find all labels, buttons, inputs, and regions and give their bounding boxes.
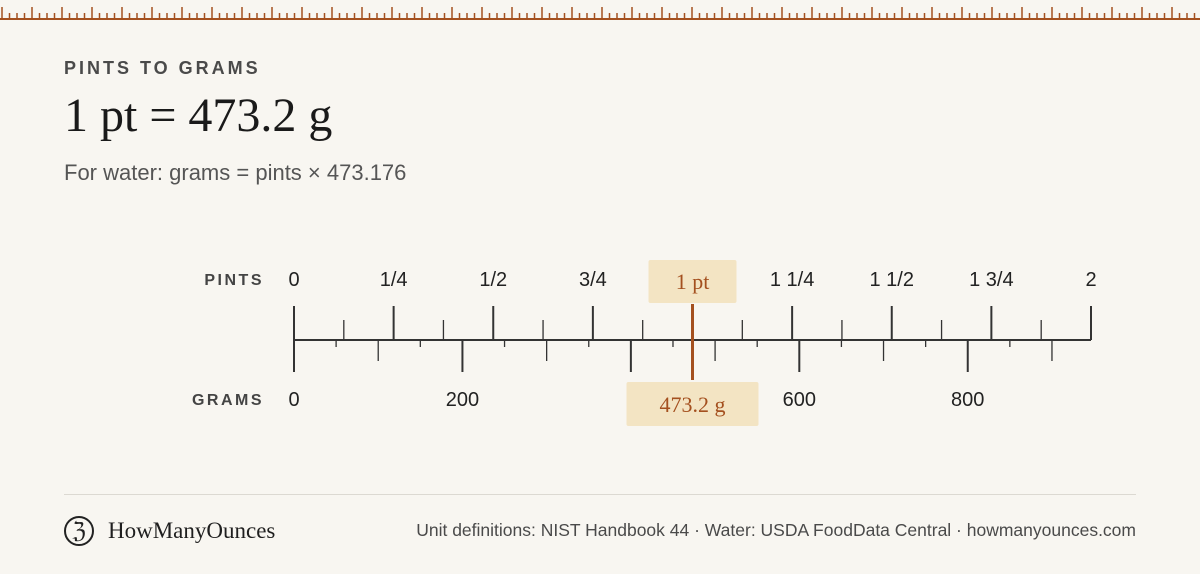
pint-tick-label: 3/4 bbox=[579, 269, 607, 291]
gram-tick-label: 200 bbox=[446, 389, 479, 411]
brand[interactable]: ℨ HowManyOunces bbox=[64, 514, 275, 548]
pints-row-label: PINTS bbox=[204, 272, 264, 289]
marker-pint-badge bbox=[648, 260, 737, 303]
decorative-top-ruler bbox=[0, 7, 1200, 20]
pint-tick-label: 1 3/4 bbox=[969, 269, 1013, 291]
marker-pint-label: 1 pt bbox=[676, 269, 710, 294]
conversion-formula: For water: grams = pints × 473.176 bbox=[64, 160, 407, 185]
pint-tick-label: 1 1/2 bbox=[870, 269, 914, 291]
gram-tick-label: 0 bbox=[288, 389, 299, 411]
gram-tick-label: 600 bbox=[783, 389, 816, 411]
dual-scale-ruler: PINTS GRAMS 0 1/4 1/2 3/4 1 1/4 1 1/2 1 3/4 2 0 2… bbox=[192, 260, 1097, 426]
pint-tick-label: 2 bbox=[1085, 269, 1096, 291]
marker-gram-badge bbox=[626, 382, 759, 426]
sources-credit: Unit definitions: NIST Handbook 44 · Wat… bbox=[416, 520, 1136, 540]
brand-name: HowManyOunces bbox=[108, 518, 276, 543]
footer-divider bbox=[64, 494, 1136, 495]
grams-row-label: GRAMS bbox=[192, 392, 264, 409]
brand-logo-icon: ℨ bbox=[64, 516, 94, 546]
pint-tick-label: 0 bbox=[288, 269, 299, 291]
conversion-headline: 1 pt = 473.2 g bbox=[64, 89, 333, 142]
pint-tick-label: 1/2 bbox=[479, 269, 507, 291]
pint-tick-label: 1 1/4 bbox=[770, 269, 814, 291]
marker-gram-label: 473.2 g bbox=[660, 392, 726, 417]
converter-eyebrow: PINTS TO GRAMS bbox=[64, 58, 261, 78]
pint-tick-label: 1/4 bbox=[380, 269, 408, 291]
gram-tick-label: 800 bbox=[951, 389, 984, 411]
